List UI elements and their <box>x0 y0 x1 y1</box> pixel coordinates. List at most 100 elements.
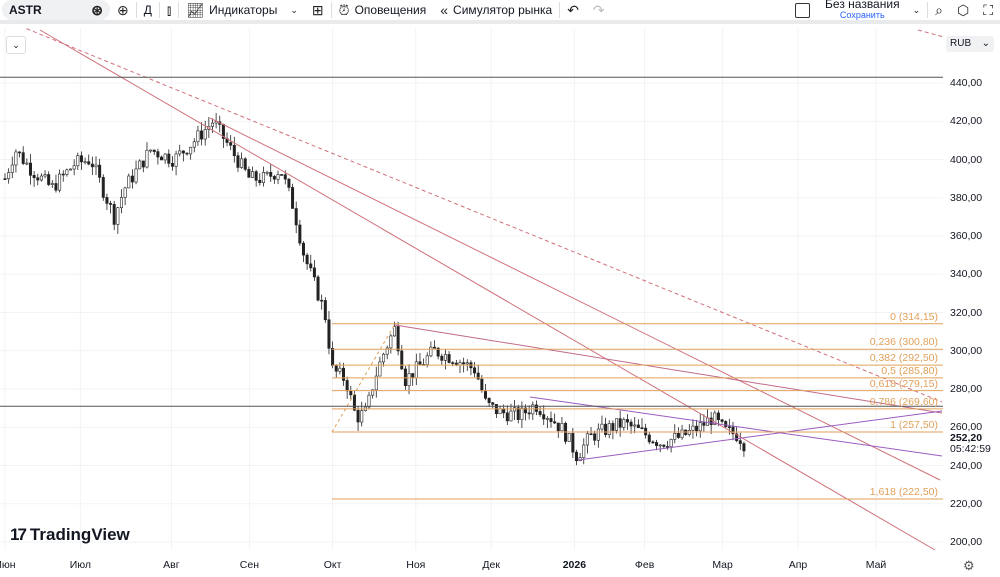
chevron-down-icon: ⌄ <box>290 4 298 15</box>
y-tick-label: 280,00 <box>950 383 983 395</box>
candle-body <box>658 444 662 447</box>
templates-button[interactable]: ⊞ <box>305 0 331 20</box>
candle-body <box>109 203 113 205</box>
candle-body <box>615 418 619 431</box>
candle-body <box>636 424 640 429</box>
candle-body <box>116 207 120 225</box>
candle-body <box>527 412 531 415</box>
candle-body <box>130 175 134 183</box>
x-tick-label: Дек <box>482 559 500 571</box>
candle-body <box>629 421 633 427</box>
candle-body <box>58 173 62 191</box>
candle-body <box>735 433 739 441</box>
undo-button[interactable]: ↶ <box>560 0 586 20</box>
fib-level-label: 0,618 (279,15) <box>869 377 938 390</box>
candle-body <box>98 164 102 178</box>
candle-body <box>538 411 542 415</box>
hexagon-settings-icon: ⬡ <box>956 1 970 18</box>
divider <box>927 2 929 18</box>
trend-line[interactable] <box>39 29 936 551</box>
quick-search-button[interactable]: ⌕ <box>928 0 950 20</box>
divider <box>330 2 332 18</box>
settings-gear-icon[interactable]: ⚙ <box>963 558 975 573</box>
candle-body <box>54 183 58 191</box>
x-tick-label: Июн <box>0 559 16 571</box>
symbol-options-icon[interactable]: ⊛ <box>91 1 103 18</box>
tv-logo-icon: 17 <box>10 525 27 544</box>
candle-body <box>43 174 47 177</box>
candle-body <box>90 163 94 168</box>
candle-body <box>79 155 83 163</box>
candle-body <box>243 158 247 170</box>
replay-button[interactable]: « Симулятор рынка <box>433 0 559 20</box>
candle-body <box>720 419 724 422</box>
symbol-search[interactable]: ASTR ⊛ <box>2 0 110 20</box>
candle-body <box>283 174 287 180</box>
redo-button[interactable]: ↷ <box>586 0 612 20</box>
candle-body <box>542 414 546 420</box>
save-link[interactable]: Сохранить <box>839 10 885 20</box>
currency-select[interactable]: RUB ⌄ <box>946 36 994 52</box>
indicators-icon: 📈︎ <box>186 1 205 18</box>
candle-body <box>680 429 684 438</box>
trend-line-dashed[interactable] <box>917 29 945 38</box>
candle-body <box>483 390 487 399</box>
candle-body <box>291 187 295 209</box>
candle-body <box>702 422 706 426</box>
x-tick-label: Апр <box>788 559 808 571</box>
tradingview-logo[interactable]: 17 TradingView <box>10 525 130 545</box>
candle-body <box>316 276 320 301</box>
candle-body <box>167 153 171 164</box>
candle-body <box>7 172 11 180</box>
undo-icon: ↶ <box>567 1 579 18</box>
channel-line[interactable] <box>577 410 943 461</box>
candle-body <box>149 149 153 152</box>
candle-body <box>462 362 466 365</box>
candle-body <box>349 390 353 396</box>
candle-body <box>498 408 502 415</box>
candle-body <box>505 412 509 422</box>
indicators-button[interactable]: 📈︎ Индикаторы ⌄ <box>179 0 305 20</box>
channel-line[interactable] <box>529 396 943 457</box>
alerts-button[interactable]: ⏰︎ Оповещения <box>332 0 434 20</box>
trend-line-dashed[interactable] <box>20 28 943 403</box>
compare-button[interactable]: ⊕ <box>110 0 136 20</box>
candle-body <box>378 361 382 377</box>
candle-body <box>443 354 447 361</box>
candle-body <box>651 441 655 444</box>
candle-body <box>545 418 549 420</box>
candle-body <box>589 433 593 436</box>
layout-button[interactable]: Без названия Сохранить ⌄ <box>788 0 927 20</box>
symbol-label: ASTR <box>9 3 42 17</box>
interval-button[interactable]: Д <box>137 0 159 20</box>
fib-level-label: 0,236 (300,80) <box>869 336 938 349</box>
candle-body <box>305 254 309 265</box>
chart-type-button[interactable]: ⫾ <box>160 0 178 20</box>
divider <box>135 2 137 18</box>
logo-text: TradingView <box>29 525 130 544</box>
candle-body <box>534 404 538 412</box>
candle-body <box>633 424 637 427</box>
price-chart[interactable] <box>0 28 1000 577</box>
settings-button[interactable]: ⬡ <box>950 0 976 20</box>
candle-body <box>134 168 138 183</box>
candle-body <box>491 402 495 405</box>
price-axis[interactable]: 440,00 420,00 400,00 380,00 360,00 340,00 320,… <box>945 28 1000 577</box>
collapse-button[interactable]: ⌄ <box>6 36 26 54</box>
candle-body <box>39 175 43 181</box>
trend-line[interactable] <box>394 324 943 414</box>
trend-line[interactable] <box>209 117 941 481</box>
candle-body <box>352 394 356 411</box>
candle-body <box>214 121 218 124</box>
candle-body <box>14 151 18 166</box>
candle-body <box>625 419 629 423</box>
grid <box>0 28 943 550</box>
candle-body <box>731 426 735 435</box>
currency-label: RUB <box>950 38 972 49</box>
candle-body <box>170 163 174 167</box>
candle-body <box>287 178 291 188</box>
candle-body <box>385 347 389 355</box>
candle-body <box>178 150 182 155</box>
fullscreen-button[interactable]: ⛶ <box>976 0 1000 20</box>
candle-body <box>473 367 477 374</box>
